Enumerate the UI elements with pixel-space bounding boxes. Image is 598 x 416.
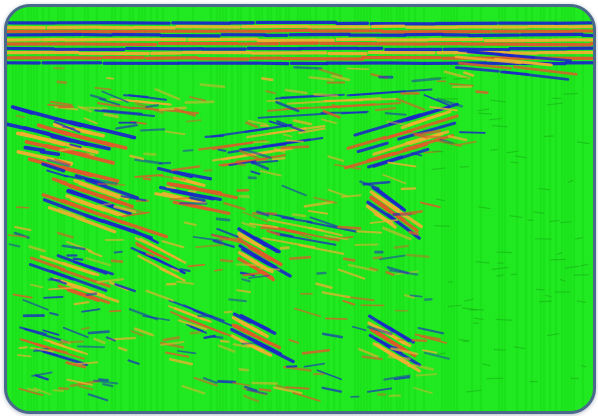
seismic-image-frame [4, 4, 596, 414]
seismic-section-image [7, 7, 593, 411]
